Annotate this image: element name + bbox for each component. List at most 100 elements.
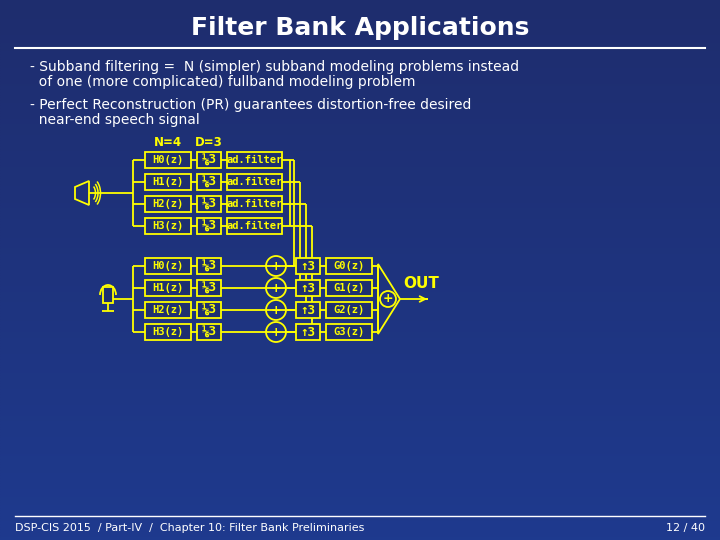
Bar — [0, 173, 720, 176]
Text: +: + — [383, 293, 393, 306]
Bar — [0, 270, 720, 273]
Bar — [0, 521, 720, 524]
Bar — [145, 174, 191, 190]
Bar — [197, 324, 221, 340]
Bar — [0, 513, 720, 516]
Bar — [0, 197, 720, 200]
Text: - Subband filtering =  N (simpler) subband modeling problems instead: - Subband filtering = N (simpler) subban… — [30, 60, 519, 74]
Bar — [0, 429, 720, 432]
Bar — [0, 122, 720, 124]
Text: DSP-CIS 2015  / Part-IV  /  Chapter 10: Filter Bank Preliminaries: DSP-CIS 2015 / Part-IV / Chapter 10: Fil… — [15, 523, 364, 533]
Text: ⅙3: ⅙3 — [202, 153, 217, 166]
Bar — [0, 105, 720, 108]
Bar — [0, 194, 720, 197]
Text: G0(z): G0(z) — [333, 261, 364, 271]
Bar — [0, 524, 720, 526]
Text: H3(z): H3(z) — [153, 221, 184, 231]
Bar — [0, 405, 720, 408]
Bar — [0, 356, 720, 359]
Bar — [0, 475, 720, 478]
Bar — [0, 505, 720, 508]
Bar — [0, 119, 720, 122]
Bar — [0, 483, 720, 486]
Bar — [0, 381, 720, 383]
Text: ↑3: ↑3 — [300, 281, 315, 294]
Bar — [0, 451, 720, 454]
Bar — [0, 159, 720, 162]
Bar — [0, 65, 720, 68]
Text: D=3: D=3 — [195, 136, 223, 148]
Bar — [0, 472, 720, 475]
Bar — [0, 254, 720, 256]
Bar — [0, 389, 720, 392]
Bar — [0, 111, 720, 113]
Text: ⅙3: ⅙3 — [202, 281, 217, 294]
Bar — [0, 146, 720, 148]
Bar — [0, 70, 720, 73]
Bar — [0, 327, 720, 329]
Bar — [0, 8, 720, 11]
Bar — [0, 373, 720, 375]
Bar — [0, 478, 720, 481]
Bar — [0, 132, 720, 135]
Bar — [0, 332, 720, 335]
Text: ad.filter: ad.filter — [226, 155, 283, 165]
Bar — [0, 532, 720, 535]
Bar — [0, 392, 720, 394]
Bar — [0, 370, 720, 373]
Bar — [0, 413, 720, 416]
Bar — [0, 286, 720, 289]
Bar — [0, 489, 720, 491]
Bar — [0, 410, 720, 413]
Bar — [0, 86, 720, 89]
Bar — [0, 502, 720, 505]
Bar — [0, 46, 720, 49]
Text: H0(z): H0(z) — [153, 155, 184, 165]
Text: H0(z): H0(z) — [153, 261, 184, 271]
Bar — [0, 32, 720, 35]
Bar — [0, 364, 720, 367]
Bar — [0, 178, 720, 181]
Bar — [0, 265, 720, 267]
Bar — [0, 22, 720, 24]
Text: ad.filter: ad.filter — [226, 221, 283, 231]
Bar — [0, 343, 720, 346]
Bar — [0, 148, 720, 151]
Bar — [0, 394, 720, 397]
Bar — [0, 338, 720, 340]
Bar — [0, 92, 720, 94]
Bar — [0, 297, 720, 300]
Bar — [227, 152, 282, 168]
Bar — [0, 127, 720, 130]
Bar — [0, 200, 720, 202]
Bar — [0, 59, 720, 62]
Bar — [0, 497, 720, 500]
Bar — [0, 143, 720, 146]
Text: Filter Bank Applications: Filter Bank Applications — [191, 16, 529, 40]
Bar — [0, 138, 720, 140]
Bar — [0, 227, 720, 229]
Bar — [0, 108, 720, 111]
Bar — [0, 375, 720, 378]
Bar — [0, 68, 720, 70]
Bar — [296, 258, 320, 274]
Bar — [0, 516, 720, 518]
Bar — [145, 152, 191, 168]
Bar — [0, 94, 720, 97]
Bar — [0, 224, 720, 227]
Bar — [0, 378, 720, 381]
Bar — [0, 167, 720, 170]
Bar — [0, 113, 720, 116]
Bar — [0, 316, 720, 319]
Bar — [0, 238, 720, 240]
Text: ⅙3: ⅙3 — [202, 198, 217, 211]
Bar — [0, 54, 720, 57]
Bar — [145, 280, 191, 296]
Bar — [0, 170, 720, 173]
Bar — [0, 313, 720, 316]
Bar — [0, 362, 720, 364]
Bar — [0, 181, 720, 184]
Bar — [0, 310, 720, 313]
Bar — [197, 302, 221, 318]
Bar — [0, 437, 720, 440]
